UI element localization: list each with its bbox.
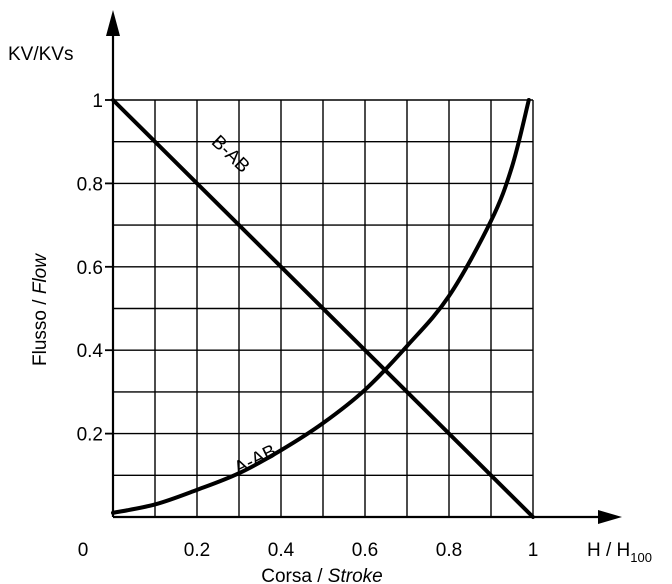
x-axis-title-italic: Stroke: [328, 566, 383, 584]
y-tick-label: 0.4: [77, 341, 104, 362]
x-tick-label: 0.2: [184, 540, 210, 561]
series-line-a-ab: [111, 98, 531, 515]
y-tick-label: 0.2: [77, 425, 103, 446]
x-tick-label: 1: [528, 540, 539, 561]
y-tick-label: 1: [92, 91, 103, 112]
x-axis-arrow-icon: [598, 510, 622, 524]
y-tick-label: 0.6: [77, 258, 103, 279]
series: [111, 98, 535, 519]
x-axis-right-title-main: H / H: [587, 540, 630, 561]
y-axis-side-title-italic: Flow: [30, 253, 51, 294]
x-axis-right-title: H / H100: [587, 540, 652, 565]
y-axis-arrow-icon: [106, 10, 120, 36]
series-label-b-ab: B-AB: [207, 131, 253, 177]
y-axis-title: KV/KVs: [8, 44, 73, 65]
x-axis-right-title-sub: 100: [630, 550, 652, 565]
y-axis-side-title: Flusso / Flow: [30, 253, 51, 366]
x-tick-label: 0.4: [268, 540, 295, 561]
y-axis-side-title-plain: Flusso /: [30, 294, 51, 366]
y-tick-label: 0.8: [77, 174, 103, 195]
x-tick-label: 0.6: [352, 540, 378, 561]
x-axis-title: Corsa / Stroke: [261, 566, 382, 584]
axes: [105, 10, 622, 524]
series-line-b-ab: [111, 98, 535, 519]
x-tick-label: 0.8: [436, 540, 462, 561]
x-axis-title-plain: Corsa /: [261, 566, 328, 584]
x-tick-label: 0: [78, 540, 89, 561]
